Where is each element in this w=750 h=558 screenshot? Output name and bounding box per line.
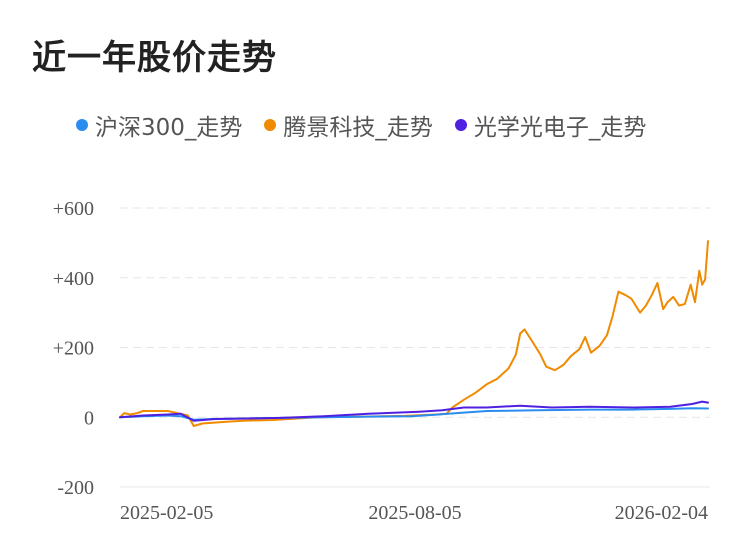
y-tick-label: 0 — [84, 407, 94, 429]
chart-title: 近一年股价走势 — [32, 38, 277, 78]
series-line — [119, 400, 709, 422]
y-tick-label: +200 — [53, 338, 94, 360]
legend-label: 光学光电子_走势 — [473, 115, 647, 141]
series-line — [119, 240, 709, 427]
x-tick-label: 2025-02-05 — [120, 502, 213, 524]
legend-item[interactable]: 沪深300_走势 — [76, 108, 242, 142]
legend-marker — [264, 119, 277, 131]
x-tick-label: 2025-08-05 — [368, 502, 461, 524]
legend-item[interactable]: 光学光电子_走势 — [454, 108, 647, 142]
y-tick-label: +600 — [53, 198, 94, 220]
series-line — [119, 407, 709, 421]
legend-marker — [454, 119, 467, 131]
chart-legend: 沪深300_走势 腾景科技_走势 光学光电子_走势 — [76, 108, 668, 142]
legend-label: 腾景科技_走势 — [283, 115, 433, 141]
legend-label: 沪深300_走势 — [95, 115, 243, 141]
legend-marker — [76, 119, 88, 131]
x-tick-label: 2026-02-04 — [615, 502, 708, 524]
legend-item[interactable]: 腾景科技_走势 — [264, 108, 433, 142]
y-tick-label: +400 — [53, 268, 94, 290]
y-tick-label: -200 — [57, 477, 94, 499]
